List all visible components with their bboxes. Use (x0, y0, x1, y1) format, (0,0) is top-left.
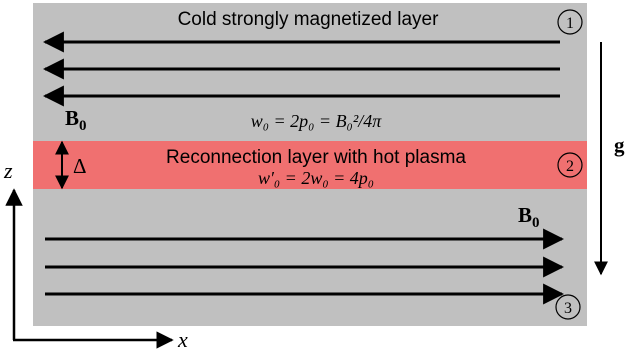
reconnection-layer-equation: w′₀ = 2w₀ = 4p₀ (258, 168, 374, 188)
field-label-bottom-subscript: 0 (532, 215, 540, 231)
region-marker-2: 2 (557, 152, 583, 178)
region-marker-3: 3 (555, 294, 581, 320)
bottom-field-lines (45, 228, 565, 305)
field-label-bottom: B0 (518, 203, 540, 231)
field-label-top: B0 (65, 106, 87, 134)
thickness-label: Δ (73, 154, 87, 178)
gravity-label: g (614, 133, 625, 157)
field-label-bottom-letter: B (518, 203, 532, 227)
x-axis-label: x (177, 327, 188, 352)
region-marker-1: 1 (557, 9, 583, 35)
top-layer-equation: w₀ = 2p₀ = B₀²/4π (251, 111, 382, 131)
top-layer-title: Cold strongly magnetized layer (178, 9, 440, 30)
region-marker-1-label: 1 (566, 15, 574, 32)
top-field-lines (42, 31, 560, 107)
field-label-top-letter: B (65, 106, 79, 130)
region-marker-3-label: 3 (564, 300, 572, 317)
z-axis-label: z (3, 158, 13, 183)
reconnection-layer-title: Reconnection layer with hot plasma (166, 147, 466, 168)
reconnection-layer-band (33, 141, 587, 189)
region-marker-2-label: 2 (566, 158, 574, 175)
field-label-top-subscript: 0 (79, 118, 87, 134)
